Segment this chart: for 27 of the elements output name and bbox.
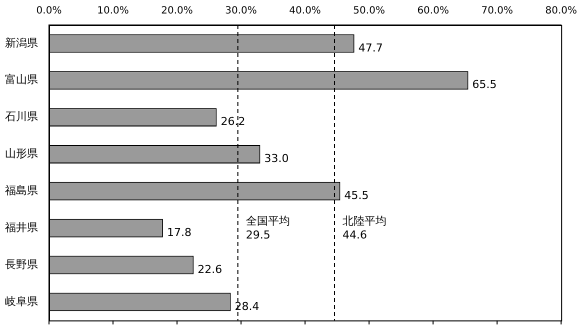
y-tick-label: 岐阜県 <box>5 294 38 308</box>
data-label: 26.2 <box>220 115 246 128</box>
x-tick-label: 0.0% <box>36 6 62 17</box>
x-tick-label: 40.0% <box>289 6 321 17</box>
x-tick-label: 20.0% <box>161 6 193 17</box>
data-label: 47.7 <box>358 41 383 54</box>
data-label: 22.6 <box>198 262 222 276</box>
y-tick-label: 富山県 <box>5 73 38 86</box>
data-label: 65.5 <box>472 78 497 92</box>
y-tick-label: 長野県 <box>5 258 38 271</box>
ref-line-label: 全国平均 29.5 <box>246 214 290 242</box>
x-tick-label: 10.0% <box>97 6 129 17</box>
y-tick-label: 新潟県 <box>5 36 38 50</box>
x-tick-label: 50.0% <box>353 6 385 17</box>
y-tick-label: 福島県 <box>5 184 38 198</box>
data-label: 33.0 <box>264 152 289 166</box>
ref-line-label: 北陸平均 44.6 <box>342 214 387 242</box>
data-label: 28.4 <box>234 300 260 313</box>
data-label: 17.8 <box>166 226 192 239</box>
x-tick-label: 70.0% <box>481 6 513 17</box>
data-label: 45.5 <box>344 189 369 202</box>
y-tick-label: 福井県 <box>5 220 38 234</box>
y-tick-label: 山形県 <box>5 147 38 160</box>
x-tick-label: 30.0% <box>225 6 257 17</box>
y-tick-label: 石川県 <box>5 110 38 124</box>
x-tick-label: 80.0% <box>545 6 578 17</box>
x-tick-label: 60.0% <box>417 6 449 17</box>
